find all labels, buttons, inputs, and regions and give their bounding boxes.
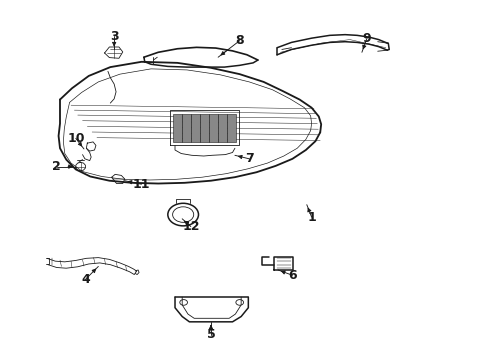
Bar bbox=[173, 114, 182, 142]
Bar bbox=[200, 114, 208, 142]
Text: 2: 2 bbox=[52, 160, 61, 173]
Text: 6: 6 bbox=[287, 269, 296, 282]
Text: 4: 4 bbox=[81, 273, 90, 286]
Bar bbox=[191, 114, 200, 142]
Text: 9: 9 bbox=[362, 32, 370, 45]
Text: 3: 3 bbox=[110, 30, 118, 42]
Bar bbox=[227, 114, 235, 142]
Text: 11: 11 bbox=[132, 178, 150, 191]
Text: 5: 5 bbox=[206, 328, 215, 341]
Text: 12: 12 bbox=[182, 220, 199, 233]
Text: 10: 10 bbox=[67, 132, 84, 145]
Bar bbox=[218, 114, 226, 142]
Text: 1: 1 bbox=[306, 211, 315, 224]
Text: 8: 8 bbox=[235, 34, 244, 47]
Bar bbox=[209, 114, 217, 142]
Bar bbox=[182, 114, 190, 142]
Text: 7: 7 bbox=[244, 152, 253, 165]
